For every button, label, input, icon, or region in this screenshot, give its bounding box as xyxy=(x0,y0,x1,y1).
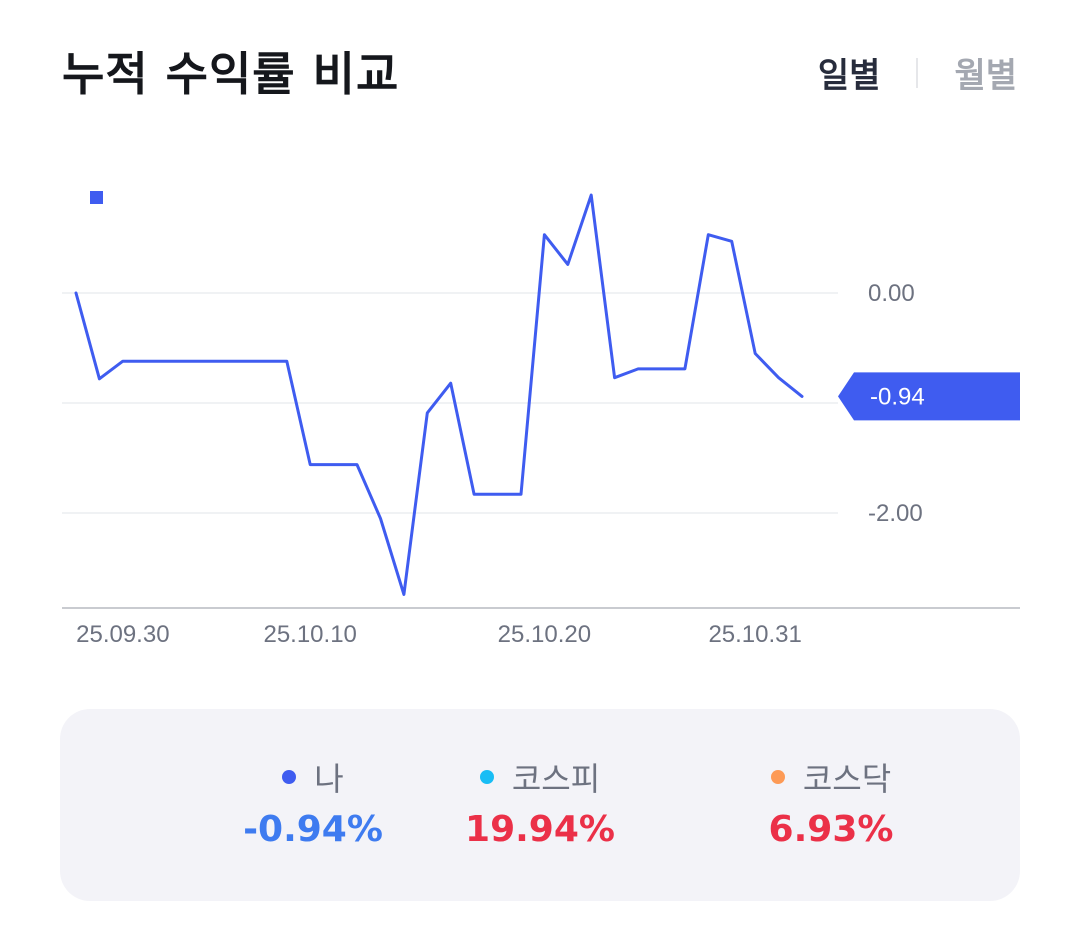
tab-divider xyxy=(916,57,919,88)
x-tick-labels: 25.09.30 25.10.10 25.10.20 25.10.31 xyxy=(76,621,802,648)
summary-label: 코스닥 xyxy=(802,760,892,798)
x-tick-label: 25.10.10 xyxy=(263,621,356,648)
dot-icon xyxy=(479,770,494,784)
y-tick-labels: 0.00 -2.00 xyxy=(868,280,923,527)
series-line-me xyxy=(74,193,804,596)
summary-label: 나 xyxy=(314,760,344,798)
current-value-tag-shape xyxy=(838,372,1020,421)
tab-monthly[interactable]: 월별 xyxy=(954,56,1017,96)
return-summary-panel: 나 -0.94% 코스피 19.94% 코스닥 6.93% xyxy=(60,709,1020,901)
summary-item-me: 나 -0.94% xyxy=(188,757,438,850)
summary-label: 코스피 xyxy=(511,760,601,798)
summary-item-kosdaq: 코스닥 6.93% xyxy=(706,757,956,850)
current-value-label: -0.94 xyxy=(870,383,925,410)
x-tick-label: 25.10.31 xyxy=(708,621,801,648)
summary-value: -0.94% xyxy=(243,809,383,850)
dot-icon xyxy=(770,770,785,784)
summary-value: 19.94% xyxy=(465,809,615,850)
cumulative-return-chart: 0.00 -2.00 25.09.30 25.10.10 25.10.20 25.10.… xyxy=(62,191,1020,648)
tab-daily[interactable]: 일별 xyxy=(817,56,881,96)
x-tick-label: 25.09.30 xyxy=(76,621,169,648)
x-tick-label: 25.10.20 xyxy=(498,621,591,648)
page-title: 누적 수익률 비교 xyxy=(62,47,400,101)
y-tick-label: -2.00 xyxy=(868,500,923,527)
period-tabs: 일별 월별 xyxy=(818,48,1017,97)
summary-value: 6.93% xyxy=(768,809,894,850)
current-value-tag: -0.94 xyxy=(838,372,1020,421)
dot-icon xyxy=(282,770,297,784)
y-tick-label: 0.00 xyxy=(868,280,915,307)
summary-item-kospi: 코스피 19.94% xyxy=(415,757,665,850)
chart-gridlines xyxy=(62,292,838,514)
legend-marker-icon xyxy=(90,191,103,204)
